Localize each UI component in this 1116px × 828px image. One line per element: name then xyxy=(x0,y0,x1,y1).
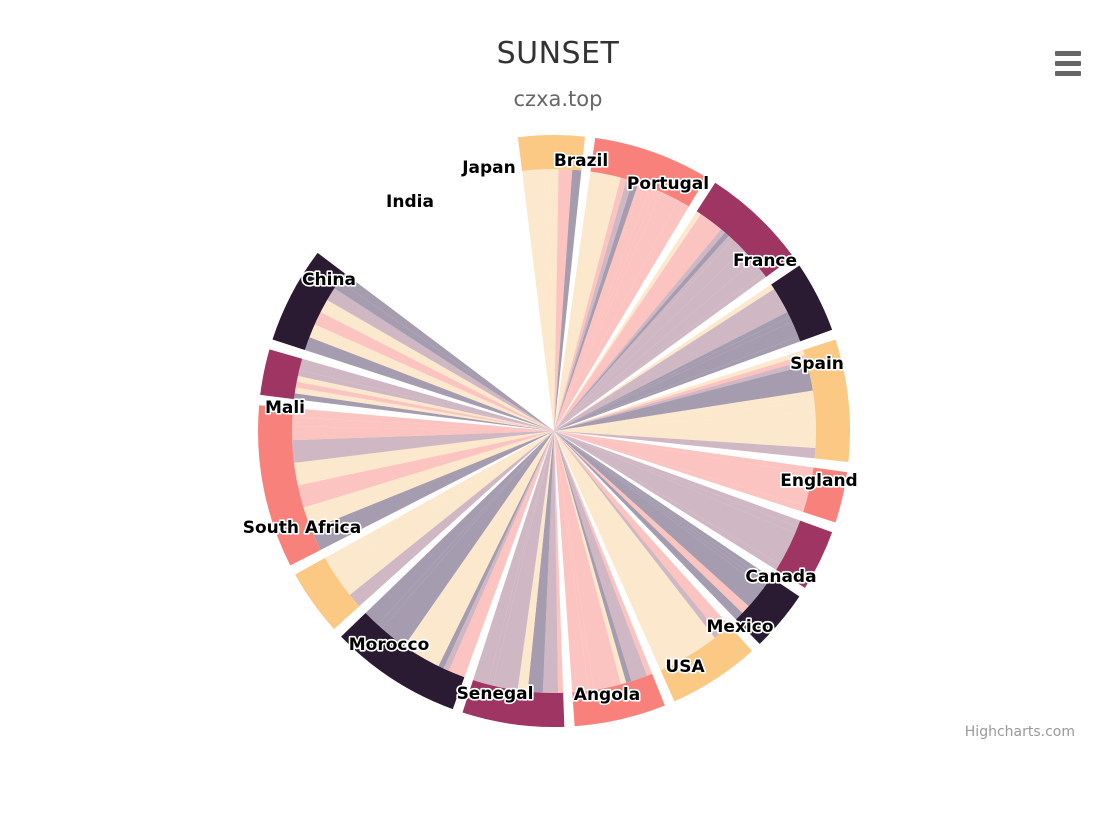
wheel-node-usa[interactable] xyxy=(736,577,800,644)
wheel-node-senegal[interactable] xyxy=(572,673,665,727)
node-label-mali: Mali xyxy=(265,398,305,418)
wheel-node-mexico[interactable] xyxy=(776,520,833,588)
chord-ribbon[interactable] xyxy=(554,288,796,564)
chord-ribbon[interactable] xyxy=(303,431,710,659)
menu-bar-2 xyxy=(1055,60,1081,66)
node-label-usa: USA xyxy=(665,657,705,677)
node-label-mexico: Mexico xyxy=(707,617,774,637)
node-label-china: China xyxy=(302,270,356,290)
node-label-france: France xyxy=(733,251,797,271)
chord-ribbon[interactable] xyxy=(527,321,799,693)
node-label-senegal: Senegal xyxy=(457,684,534,704)
chord-ribbon[interactable] xyxy=(292,431,554,691)
ribbons-layer xyxy=(292,169,816,693)
wheel-node-spain[interactable] xyxy=(771,265,833,342)
wheel-node-canada[interactable] xyxy=(803,467,848,523)
chart-subtitle: czxa.top xyxy=(513,87,603,111)
wheel-node-angola[interactable] xyxy=(660,625,753,702)
node-label-japan: Japan xyxy=(461,158,516,178)
wheel-node-morocco[interactable] xyxy=(462,680,565,728)
node-label-portugal: Portugal xyxy=(627,174,709,194)
chord-ribbon[interactable] xyxy=(448,192,679,678)
chord-ribbon[interactable] xyxy=(339,273,743,620)
wheel-node-india[interactable] xyxy=(260,349,303,400)
credits-label: Highcharts.com xyxy=(964,724,1075,740)
chord-ribbon[interactable] xyxy=(304,337,554,625)
menu-bar-1 xyxy=(1055,50,1081,56)
chord-ribbon[interactable] xyxy=(554,239,744,682)
wheel-node-mali[interactable] xyxy=(295,558,360,630)
wheel-node-england[interactable] xyxy=(803,339,851,462)
node-labels-layer: Brazil Portugal France Spain England Canada Me… xyxy=(241,149,859,706)
wheel-node-japan[interactable] xyxy=(272,252,345,351)
wheel-node-brazil[interactable] xyxy=(517,135,585,171)
chord-ribbon[interactable] xyxy=(542,261,763,693)
node-label-spain: Spain xyxy=(790,354,844,374)
chord-ribbon[interactable] xyxy=(293,431,554,595)
chord-ribbon[interactable] xyxy=(404,411,816,667)
chord-ribbon[interactable] xyxy=(554,365,813,607)
node-label-brazil: Brazil xyxy=(554,151,608,171)
wheel-node-france[interactable] xyxy=(696,182,794,278)
nodes-layer xyxy=(258,135,851,728)
hamburger-menu-icon[interactable] xyxy=(1049,44,1087,82)
node-label-india: India xyxy=(386,192,434,212)
chord-ribbon[interactable] xyxy=(294,387,684,663)
node-label-morocco: Morocco xyxy=(349,635,430,655)
node-label-angola: Angola xyxy=(574,685,640,705)
node-label-south-africa: South Africa xyxy=(243,518,362,538)
page-title: SUNSET xyxy=(496,36,620,71)
node-label-canada: Canada xyxy=(745,567,816,587)
node-label-england: England xyxy=(780,471,857,491)
chord-ribbon[interactable] xyxy=(299,358,816,459)
chord-ribbon[interactable] xyxy=(554,214,813,506)
chord-ribbon[interactable] xyxy=(522,169,621,431)
wheel-node-south-africa[interactable] xyxy=(341,613,465,710)
chord-ribbon[interactable] xyxy=(349,249,754,607)
chord-ribbon[interactable] xyxy=(334,169,582,431)
chord-ribbon[interactable] xyxy=(311,431,554,646)
wheel-node-portugal[interactable] xyxy=(590,137,707,207)
wheel-node-china[interactable] xyxy=(258,405,321,566)
menu-bar-3 xyxy=(1055,70,1081,76)
